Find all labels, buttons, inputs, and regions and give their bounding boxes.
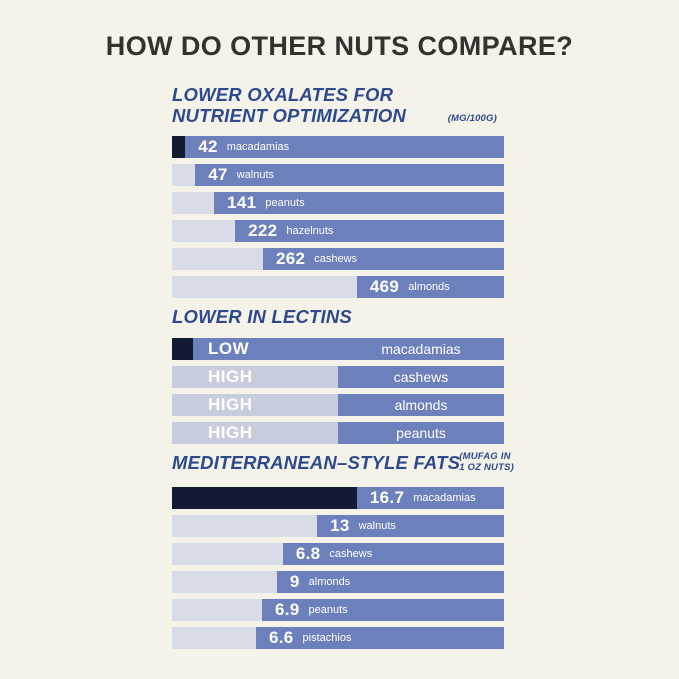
- bar-segment: [172, 220, 236, 242]
- heading-line-1: MEDITERRANEAN–STYLE FATS: [172, 452, 461, 473]
- bar-label: cashews: [393, 369, 449, 385]
- bar-value: 222: [248, 221, 278, 240]
- unit-note: (MG/100G): [447, 113, 497, 124]
- bar-segment: [172, 422, 338, 444]
- fats-bar-chart: 16.7 macadamias 13 walnuts 6.8 cashews 9…: [172, 487, 504, 649]
- bar-row-cashews: 262 cashews: [172, 248, 504, 270]
- page-title: HOW DO OTHER NUTS COMPARE?: [105, 31, 574, 61]
- bar-label: peanuts: [308, 604, 348, 616]
- bar-row-cashews: 6.8 cashews: [172, 543, 504, 565]
- bar-label: macadamias: [226, 141, 290, 153]
- bar-row-macadamias: 16.7 macadamias: [172, 487, 504, 509]
- bar-segment: [172, 164, 196, 186]
- section-lectins: LOWER IN LECTINS LOW macadamias HIGH cas…: [172, 306, 504, 450]
- heading-line-1: LOWER IN LECTINS: [172, 306, 352, 327]
- bar-value: 469: [369, 277, 400, 296]
- heading-line-2: NUTRIENT OPTIMIZATION: [172, 105, 407, 126]
- bar-label: macadamias: [413, 492, 476, 504]
- bar-label: hazelnuts: [286, 225, 334, 237]
- bar-row-peanuts: 141 peanuts: [172, 192, 504, 214]
- bar-row-almonds: 469 almonds: [172, 276, 504, 298]
- bar-value: 6.6: [268, 628, 294, 647]
- bar-value: HIGH: [208, 395, 253, 414]
- bar-row-macadamias: LOW macadamias: [172, 338, 504, 360]
- bar-segment: [172, 192, 215, 214]
- bar-segment: [172, 487, 357, 509]
- bar-label: walnuts: [358, 520, 396, 532]
- section-oxalates-heading: LOWER OXALATES FOR NUTRIENT OPTIMIZATION…: [172, 84, 504, 126]
- section-fats: MEDITERRANEAN–STYLE FATS (MUFAG IN 1 OZ …: [172, 451, 514, 655]
- bar-row-peanuts: HIGH peanuts: [172, 422, 504, 444]
- bar-row-cashews: HIGH cashews: [172, 366, 504, 388]
- bar-row-macadamias: 42 macadamias: [172, 136, 504, 158]
- bar-segment: [172, 136, 186, 158]
- bar-label: walnuts: [236, 169, 275, 181]
- bar-segment: [172, 543, 283, 565]
- bar-label: cashews: [314, 253, 358, 265]
- heading-line-1: LOWER OXALATES FOR: [172, 84, 394, 105]
- section-fats-heading: MEDITERRANEAN–STYLE FATS (MUFAG IN 1 OZ …: [172, 451, 514, 473]
- bar-row-walnuts: 13 walnuts: [172, 515, 504, 537]
- bar-label: peanuts: [265, 197, 305, 209]
- bar-value: 13: [330, 516, 350, 535]
- bar-value: 262: [275, 249, 306, 268]
- bar-segment: [172, 394, 338, 416]
- bar-row-hazelnuts: 222 hazelnuts: [172, 220, 504, 242]
- bar-value: 42: [198, 137, 218, 156]
- unit-note-line-2: 1 OZ NUTS): [459, 462, 514, 473]
- bar-segment: [172, 571, 277, 593]
- section-oxalates: LOWER OXALATES FOR NUTRIENT OPTIMIZATION…: [172, 84, 504, 304]
- bar-row-pistachios: 6.6 pistachios: [172, 627, 504, 649]
- bar-value: 16.7: [369, 488, 405, 507]
- bar-value: LOW: [208, 339, 250, 358]
- bar-label: almonds: [394, 397, 448, 413]
- bar-label: peanuts: [396, 425, 446, 441]
- bar-segment: [172, 627, 256, 649]
- bar-label: macadamias: [381, 341, 461, 357]
- bar-segment: [172, 515, 318, 537]
- oxalates-bar-chart: 42 macadamias 47 walnuts 141 peanuts 222…: [172, 136, 504, 298]
- bar-row-walnuts: 47 walnuts: [172, 164, 504, 186]
- bar-value: 6.9: [274, 600, 300, 619]
- bar-segment: [172, 366, 338, 388]
- bar-row-almonds: 9 almonds: [172, 571, 504, 593]
- lectins-bar-chart: LOW macadamias HIGH cashews HIGH almonds…: [172, 338, 504, 444]
- bar-segment: [172, 599, 262, 621]
- bar-label: almonds: [408, 281, 450, 293]
- bar-value: 9: [289, 572, 300, 591]
- unit-note: (MUFAG IN 1 OZ NUTS): [459, 451, 514, 473]
- bar-segment: [172, 338, 193, 360]
- bar-label: cashews: [329, 548, 373, 560]
- bar-label: pistachios: [302, 632, 352, 644]
- unit-note-line-1: (MUFAG IN: [459, 451, 511, 462]
- bar-value: 6.8: [295, 544, 321, 563]
- bar-value: 47: [208, 165, 228, 184]
- bar-label: almonds: [308, 576, 351, 588]
- bar-segment: [172, 248, 263, 270]
- bar-value: 141: [227, 193, 257, 212]
- section-lectins-heading: LOWER IN LECTINS: [172, 306, 504, 327]
- bar-segment: [172, 276, 357, 298]
- bar-row-almonds: HIGH almonds: [172, 394, 504, 416]
- bar-value: HIGH: [208, 367, 253, 386]
- bar-row-peanuts: 6.9 peanuts: [172, 599, 504, 621]
- bar-value: HIGH: [208, 423, 253, 442]
